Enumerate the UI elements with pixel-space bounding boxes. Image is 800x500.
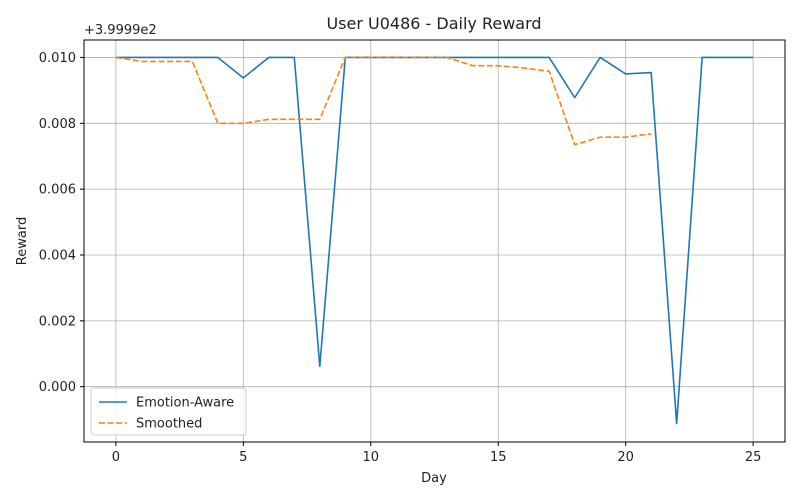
plot-frame [83, 39, 786, 443]
series-group [115, 56, 754, 425]
x-tick-label: 0 [112, 450, 120, 465]
x-tick-label: 15 [490, 450, 507, 465]
ticks: 0 5 10 15 20 25 0.000 0.002 0.004 0.006 0.008 0.010 [39, 51, 762, 465]
legend-box [90, 387, 247, 436]
legend-label: Smoothed [136, 417, 202, 432]
series-line-emotion-aware [115, 56, 754, 425]
legend: Emotion-Aware Smoothed [90, 387, 247, 436]
y-tick-label: 0.008 [39, 117, 76, 132]
x-tick-label: 20 [617, 450, 634, 465]
x-tick-label: 10 [362, 450, 379, 465]
y-tick-label: 0.000 [39, 380, 76, 395]
y-tick-label: 0.010 [39, 51, 76, 66]
y-tick-label: 0.006 [39, 183, 76, 198]
y-axis-title: Reward [15, 217, 30, 265]
legend-label: Emotion-Aware [136, 396, 234, 411]
x-axis-title: Day [421, 471, 447, 486]
y-tick-label: 0.004 [39, 248, 76, 263]
chart-title: User U0486 - Daily Reward [326, 14, 541, 33]
x-tick-label: 5 [239, 450, 247, 465]
y-offset-label: +3.9999e2 [84, 23, 157, 38]
x-tick-label: 25 [745, 450, 762, 465]
y-tick-label: 0.002 [39, 314, 76, 329]
grid [84, 40, 785, 442]
